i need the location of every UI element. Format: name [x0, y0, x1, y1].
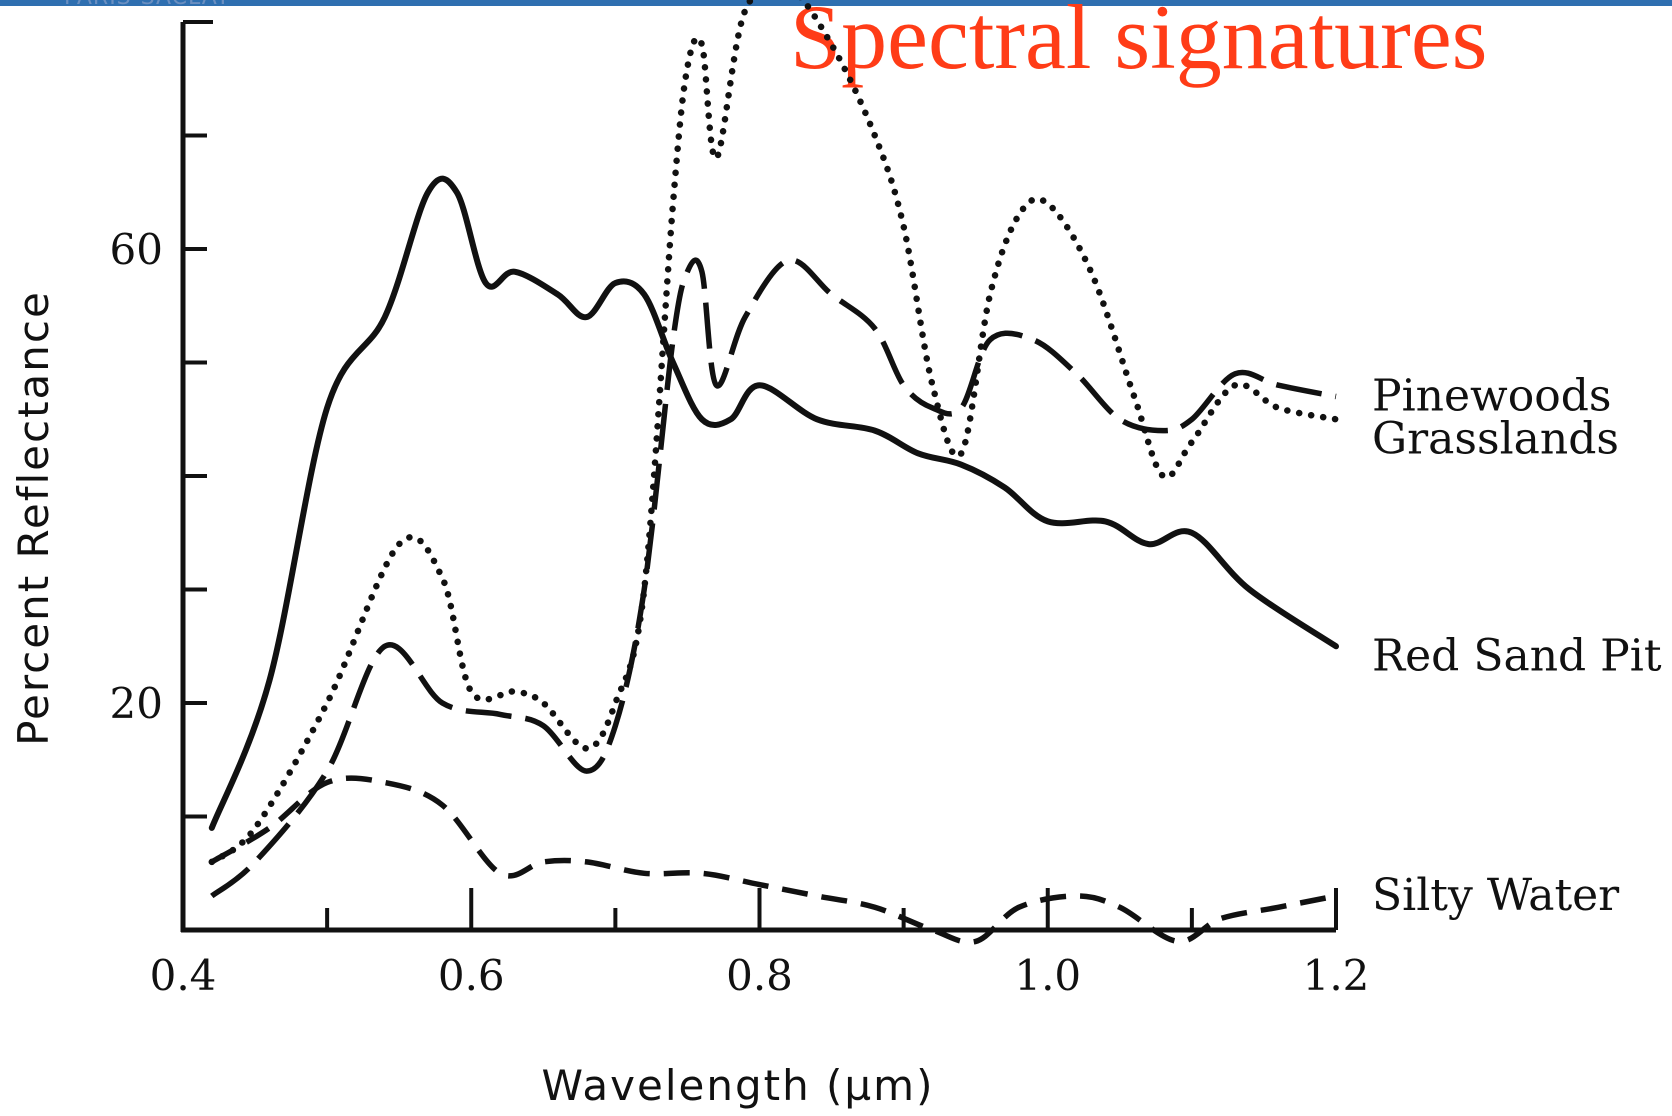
- series-line-pinewoods: [210, 257, 1337, 899]
- series-line-grasslands: [208, 0, 1340, 866]
- y-tick-label: 20: [110, 679, 163, 728]
- series-label-red-sand-pit: Red Sand Pit: [1372, 630, 1662, 681]
- x-tick-label: 1.2: [1303, 951, 1370, 1000]
- x-tick-label: 1.0: [1014, 951, 1081, 1000]
- y-axis-title: Percent Reflectance: [9, 290, 58, 746]
- series-label-silty-water: Silty Water: [1372, 870, 1620, 921]
- axes: 20 60 0.4 0.6 0.8 1.0 1.2: [110, 20, 1370, 1000]
- x-tick-label: 0.8: [726, 951, 793, 1000]
- x-tick-label: 0.4: [150, 951, 217, 1000]
- series-line-red-sand-pit: [208, 175, 1339, 831]
- header-fragment: PARIS-SACLAY: [64, 0, 231, 8]
- series-label-grasslands: Grasslands: [1372, 413, 1619, 464]
- series-label-pinewoods: Pinewoods: [1372, 371, 1611, 422]
- y-tick-label: 60: [110, 225, 163, 274]
- x-tick-label: 0.6: [438, 951, 505, 1000]
- top-accent-bar: [0, 0, 1672, 6]
- series-line-silty-water: [210, 775, 1337, 945]
- page-title: Spectral signatures: [790, 0, 1488, 88]
- series-layer: [208, 0, 1340, 945]
- x-axis-title: Wavelength (µm): [542, 1061, 935, 1110]
